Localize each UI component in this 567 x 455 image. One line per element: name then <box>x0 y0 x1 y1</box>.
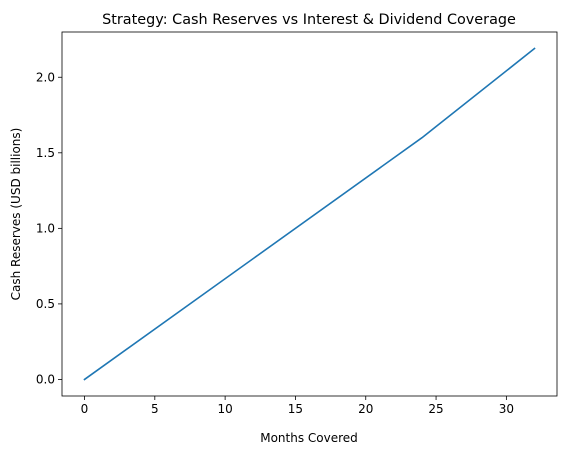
chart-title: Strategy: Cash Reserves vs Interest & Di… <box>102 12 516 28</box>
y-tick-label: 1.0 <box>36 222 55 236</box>
y-axis-label: Cash Reserves (USD billions) <box>9 128 23 301</box>
y-tick-label: 0.0 <box>36 373 55 387</box>
x-tick-label: 5 <box>151 402 159 416</box>
series-line <box>83 47 536 381</box>
x-tick-label: 10 <box>217 402 232 416</box>
plot-frame <box>61 31 558 397</box>
y-axis: 0.0 0.5 1.0 1.5 2.0 <box>36 70 62 387</box>
x-tick-label: 25 <box>428 402 443 416</box>
y-tick-label: 2.0 <box>36 70 55 84</box>
y-tick-label: 1.5 <box>36 146 55 160</box>
x-axis: 0 5 10 15 20 25 30 <box>81 396 514 416</box>
x-tick-label: 20 <box>358 402 373 416</box>
x-tick-label: 0 <box>81 402 89 416</box>
x-tick-label: 30 <box>499 402 514 416</box>
plot-area <box>83 47 536 381</box>
x-tick-label: 15 <box>288 402 303 416</box>
y-tick-label: 0.5 <box>36 297 55 311</box>
x-axis-label: Months Covered <box>260 431 358 445</box>
